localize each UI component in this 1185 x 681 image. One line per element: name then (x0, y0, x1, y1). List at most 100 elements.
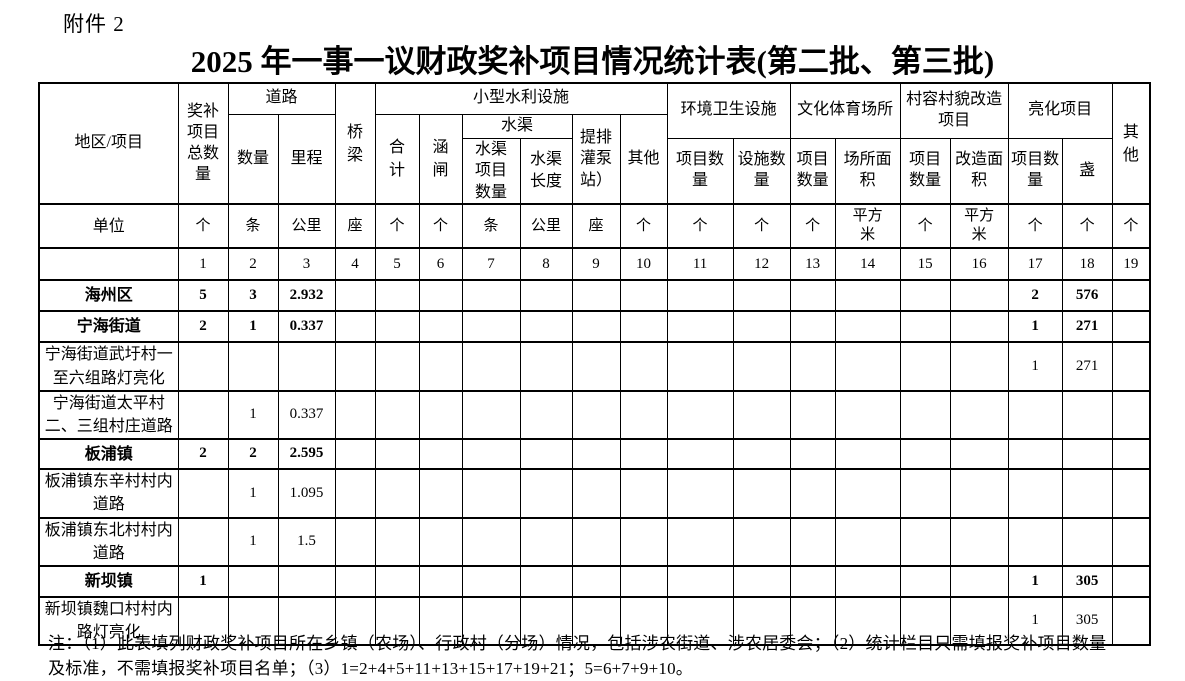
value-cell (418, 468, 463, 519)
value-cell: 305 (1061, 564, 1113, 598)
value-cell (732, 310, 791, 344)
value-cell: 3 (227, 279, 279, 313)
table-row: 新坝镇魏口村村内路灯亮化 1 305 (38, 595, 1151, 647)
value-cell (374, 468, 420, 519)
col-header-pump-station: 提排灌泵站） (571, 113, 621, 205)
index-row: 1 2 3 4 5 6 7 8 9 10 11 12 13 14 15 16 17 18 19 (38, 247, 1151, 282)
value-cell (899, 279, 951, 313)
value-cell (418, 438, 463, 471)
value-cell (619, 516, 668, 567)
row-label-cell: 宁海街道武圩村一至六组路灯亮化 (38, 341, 179, 392)
col-header-water-other: 其他 (619, 113, 668, 205)
value-cell (619, 389, 668, 441)
row-label-cell: 海州区 (38, 279, 179, 313)
index-cell: 8 (519, 247, 573, 282)
row-label-cell: 板浦镇 (38, 438, 179, 471)
value-cell: 271 (1061, 310, 1113, 344)
page-title: 2025 年一事一议财政奖补项目情况统计表(第二批、第三批) (190, 44, 995, 79)
value-cell (899, 310, 951, 344)
value-cell (1111, 341, 1151, 392)
value-cell (461, 564, 521, 598)
value-cell (666, 279, 734, 313)
value-cell (949, 438, 1009, 471)
value-cell (949, 516, 1009, 567)
value-cell (666, 468, 734, 519)
value-cell (1111, 310, 1151, 344)
value-cell (789, 389, 836, 441)
value-cell: 1 (227, 310, 279, 344)
value-cell: 1 (227, 389, 279, 441)
index-cell: 1 (177, 247, 229, 282)
value-cell (619, 341, 668, 392)
col-group-road: 道路 (227, 82, 336, 115)
value-cell: 2 (227, 438, 279, 471)
value-cell (374, 438, 420, 471)
row-label-cell: 宁海街道 (38, 310, 179, 344)
value-cell: 271 (1061, 341, 1113, 392)
unit-cell: 个 (177, 203, 229, 250)
value-cell (1007, 438, 1063, 471)
value-cell (519, 389, 573, 441)
value-cell (461, 341, 521, 392)
col-header-culture-area: 场所面积 (834, 137, 901, 205)
value-cell: 1 (177, 564, 229, 598)
value-cell (334, 310, 376, 344)
table-row: 板浦镇东辛村村内道路 1 1.095 (38, 468, 1151, 519)
value-cell (1061, 468, 1113, 519)
value-cell (374, 310, 420, 344)
value-cell (1007, 516, 1063, 567)
value-cell (949, 310, 1009, 344)
index-cell: 17 (1007, 247, 1063, 282)
value-cell (732, 341, 791, 392)
unit-row: 单位个条公里座个个条公里座个个个个平方米个平方米个个个 (38, 203, 1151, 250)
value-cell: 1 (1007, 310, 1063, 344)
value-cell: 2 (177, 438, 229, 471)
unit-cell: 个 (1111, 203, 1151, 250)
unit-cell: 公里 (277, 203, 336, 250)
col-header-water-total: 合计 (374, 113, 420, 205)
unit-cell: 公里 (519, 203, 573, 250)
value-cell (519, 438, 573, 471)
value-cell: 1 (227, 516, 279, 567)
value-cell (732, 279, 791, 313)
value-cell (418, 516, 463, 567)
value-cell (834, 516, 901, 567)
table-row: 板浦镇 2 2 2.595 (38, 438, 1151, 471)
value-cell: 0.337 (277, 310, 336, 344)
value-cell (949, 564, 1009, 598)
index-cell: 15 (899, 247, 951, 282)
value-cell (519, 564, 573, 598)
value-cell (571, 516, 621, 567)
index-cell: 7 (461, 247, 521, 282)
value-cell (277, 595, 336, 647)
value-cell (789, 468, 836, 519)
index-cell: 9 (571, 247, 621, 282)
value-cell (666, 341, 734, 392)
row-label-cell: 宁海街道太平村二、三组村庄道路 (38, 389, 179, 441)
value-cell (619, 438, 668, 471)
value-cell (571, 468, 621, 519)
index-cell: 19 (1111, 247, 1151, 282)
value-cell (834, 595, 901, 647)
value-cell (949, 595, 1009, 647)
row-label-cell: 新坝镇 (38, 564, 179, 598)
value-cell (732, 438, 791, 471)
value-cell (732, 564, 791, 598)
value-cell (1061, 438, 1113, 471)
value-cell (418, 341, 463, 392)
index-cell: 13 (789, 247, 836, 282)
col-header-region: 地区/项目 (38, 82, 179, 205)
unit-cell: 个 (1061, 203, 1113, 250)
value-cell (1111, 438, 1151, 471)
table-row: 海州区 5 3 2.932 2 576 (38, 279, 1151, 313)
value-cell (571, 341, 621, 392)
value-cell (949, 279, 1009, 313)
value-cell (461, 468, 521, 519)
col-header-road-count: 数量 (227, 113, 279, 205)
value-cell (949, 389, 1009, 441)
col-group-lighting: 亮化项目 (1007, 82, 1113, 139)
value-cell (834, 389, 901, 441)
value-cell (666, 438, 734, 471)
index-cell: 16 (949, 247, 1009, 282)
